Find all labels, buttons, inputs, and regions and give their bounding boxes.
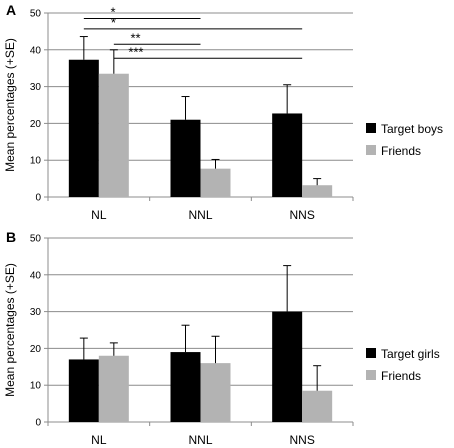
significance-marker: *** bbox=[128, 44, 143, 59]
significance-marker: * bbox=[110, 5, 115, 20]
legend-label: Target girls bbox=[381, 347, 440, 361]
x-category-label: NL bbox=[91, 208, 107, 222]
y-tick-label: 10 bbox=[30, 156, 42, 167]
bar bbox=[98, 355, 129, 422]
legend-swatch bbox=[366, 123, 376, 133]
bar bbox=[200, 168, 231, 197]
legend-swatch bbox=[366, 145, 376, 155]
legend-swatch bbox=[366, 348, 376, 358]
bar bbox=[68, 359, 99, 422]
x-category-label: NL bbox=[91, 433, 107, 447]
bar bbox=[200, 363, 231, 422]
y-tick-label: 50 bbox=[30, 9, 42, 20]
significance-marker: ** bbox=[130, 30, 140, 45]
bar bbox=[272, 113, 303, 197]
y-tick-label: 50 bbox=[30, 234, 42, 245]
chart-panel-b: 0 10 20 30 40 50 NL NNL NNS Mean percentages (+SE… bbox=[3, 229, 440, 447]
y-axis-label: Mean percentages (+SE) bbox=[3, 38, 17, 172]
y-tick-label: 30 bbox=[30, 307, 42, 318]
y-axis-label: Mean percentages (+SE) bbox=[3, 263, 17, 397]
y-tick-label: 0 bbox=[35, 418, 41, 429]
legend-label: Friends bbox=[381, 144, 421, 158]
bar bbox=[98, 73, 129, 197]
x-category-label: NNL bbox=[188, 433, 212, 447]
legend-label: Target boys bbox=[381, 122, 443, 136]
y-tick-label: 40 bbox=[30, 270, 42, 281]
y-tick-label: 10 bbox=[30, 381, 42, 392]
legend-swatch bbox=[366, 370, 376, 380]
x-category-label: NNS bbox=[289, 433, 314, 447]
y-tick-label: 20 bbox=[30, 344, 42, 355]
x-category-label: NNS bbox=[289, 208, 314, 222]
bar bbox=[170, 352, 201, 422]
chart-panel-a: 0 10 20 30 40 50 NL NNL NNS Mean percentages (+SE… bbox=[3, 2, 443, 222]
bar bbox=[170, 119, 201, 197]
x-category-label: NNL bbox=[188, 208, 212, 222]
y-tick-label: 20 bbox=[30, 119, 42, 130]
bar bbox=[272, 311, 303, 422]
significance-marker: * bbox=[111, 15, 116, 30]
y-tick-label: 40 bbox=[30, 45, 42, 56]
bar bbox=[68, 59, 99, 198]
y-tick-label: 0 bbox=[35, 193, 41, 204]
legend-label: Friends bbox=[381, 369, 421, 383]
bar bbox=[302, 390, 333, 422]
panel-label: B bbox=[6, 229, 16, 245]
panel-label: A bbox=[6, 2, 16, 18]
y-tick-label: 30 bbox=[30, 82, 42, 93]
bar bbox=[302, 185, 333, 197]
